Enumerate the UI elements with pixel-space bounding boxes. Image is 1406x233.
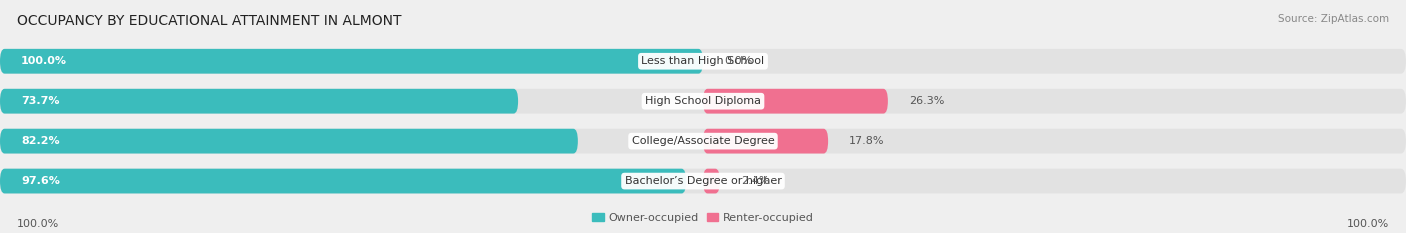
FancyBboxPatch shape <box>703 169 720 193</box>
Text: Source: ZipAtlas.com: Source: ZipAtlas.com <box>1278 14 1389 24</box>
Text: 100.0%: 100.0% <box>17 219 59 229</box>
Text: Less than High School: Less than High School <box>641 56 765 66</box>
Text: 100.0%: 100.0% <box>21 56 67 66</box>
FancyBboxPatch shape <box>703 89 889 113</box>
FancyBboxPatch shape <box>703 129 828 154</box>
FancyBboxPatch shape <box>0 129 578 154</box>
Text: High School Diploma: High School Diploma <box>645 96 761 106</box>
Text: OCCUPANCY BY EDUCATIONAL ATTAINMENT IN ALMONT: OCCUPANCY BY EDUCATIONAL ATTAINMENT IN A… <box>17 14 401 28</box>
Legend: Owner-occupied, Renter-occupied: Owner-occupied, Renter-occupied <box>588 209 818 227</box>
Text: Bachelor’s Degree or higher: Bachelor’s Degree or higher <box>624 176 782 186</box>
Text: 2.4%: 2.4% <box>741 176 769 186</box>
FancyBboxPatch shape <box>0 169 1406 193</box>
FancyBboxPatch shape <box>0 169 686 193</box>
Text: 82.2%: 82.2% <box>21 136 59 146</box>
Text: 26.3%: 26.3% <box>910 96 945 106</box>
FancyBboxPatch shape <box>0 89 1406 113</box>
FancyBboxPatch shape <box>0 49 1406 74</box>
Text: 0.0%: 0.0% <box>724 56 752 66</box>
FancyBboxPatch shape <box>0 49 703 74</box>
FancyBboxPatch shape <box>0 89 517 113</box>
Text: 97.6%: 97.6% <box>21 176 60 186</box>
Text: 17.8%: 17.8% <box>849 136 884 146</box>
Text: 73.7%: 73.7% <box>21 96 59 106</box>
FancyBboxPatch shape <box>0 129 1406 154</box>
Text: College/Associate Degree: College/Associate Degree <box>631 136 775 146</box>
Text: 100.0%: 100.0% <box>1347 219 1389 229</box>
